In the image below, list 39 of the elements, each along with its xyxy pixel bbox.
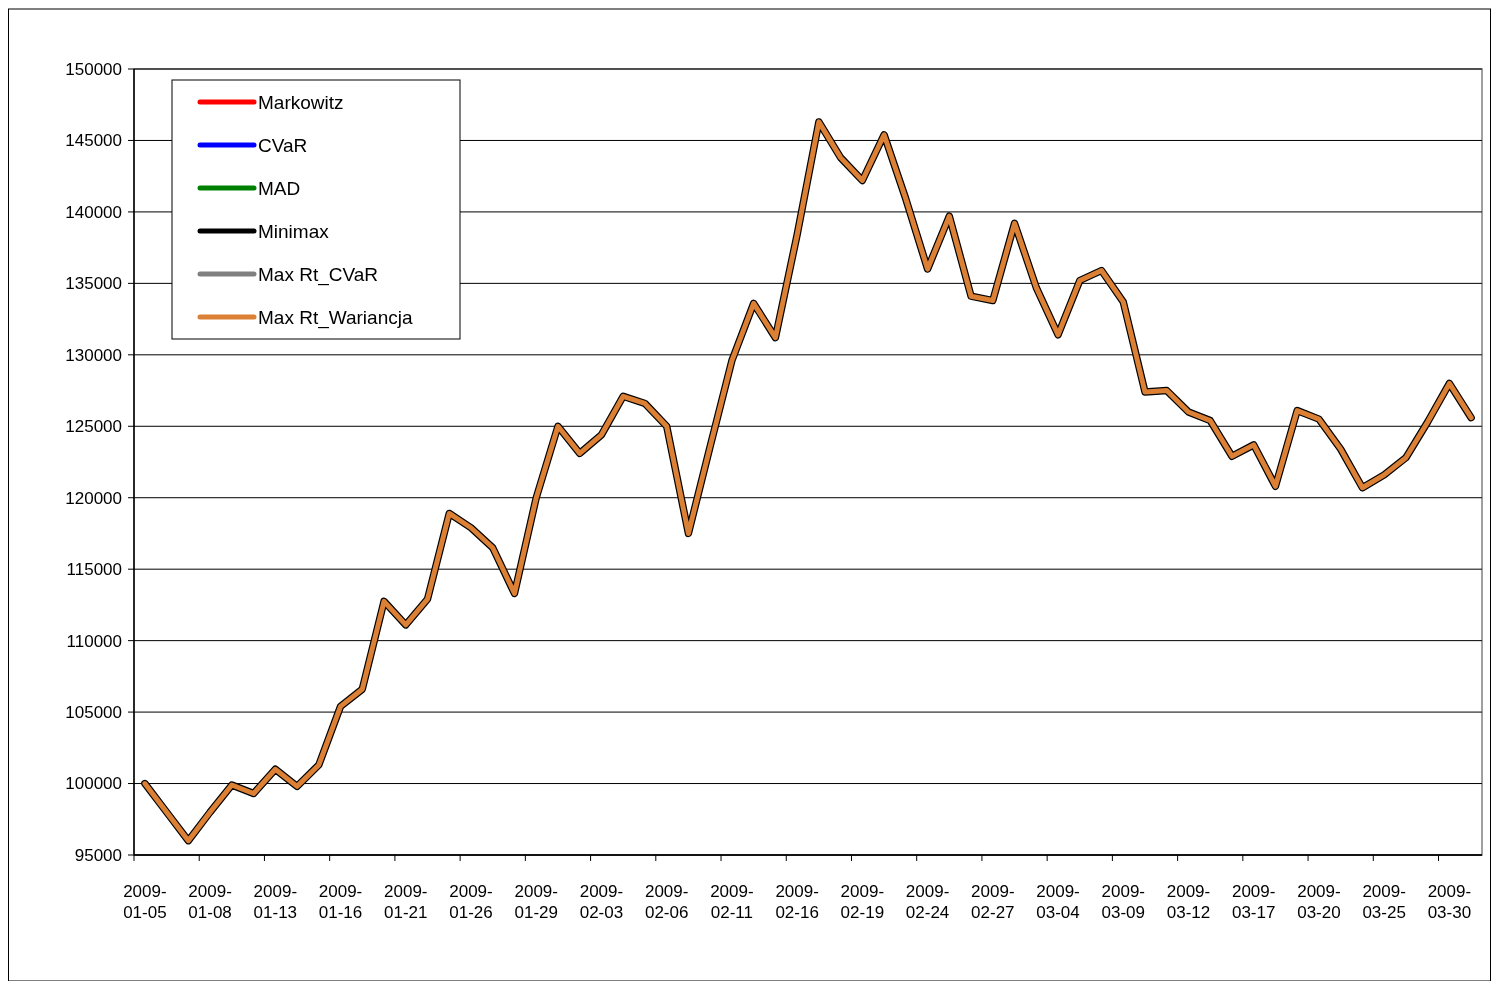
y-tick-label: 145000 bbox=[65, 131, 122, 151]
x-tick-label: 2009-01-26 bbox=[449, 882, 493, 923]
x-tick-label: 2009-01-08 bbox=[188, 882, 232, 923]
x-tick-label: 2009-03-30 bbox=[1427, 882, 1472, 923]
x-tick-label: 2009-03-09 bbox=[1101, 882, 1145, 923]
x-tick-label: 2009-03-25 bbox=[1362, 882, 1406, 923]
legend-label: Max Rt_CVaR bbox=[258, 263, 379, 286]
y-tick-label: 130000 bbox=[65, 345, 122, 365]
y-tick-label: 95000 bbox=[74, 845, 122, 865]
legend-label: Markowitz bbox=[258, 91, 344, 113]
x-tick-label: 2009-02-03 bbox=[579, 882, 624, 923]
y-tick-label: 125000 bbox=[65, 417, 122, 437]
x-tick-label: 2009-01-13 bbox=[253, 882, 298, 923]
legend-label: MAD bbox=[258, 177, 301, 199]
x-tick-label: 2009-01-16 bbox=[318, 882, 363, 923]
x-tick-label: 2009-02-16 bbox=[775, 882, 819, 923]
x-tick-label: 2009-02-06 bbox=[644, 882, 689, 923]
y-tick-label: 120000 bbox=[65, 488, 122, 508]
x-tick-label: 2009-03-04 bbox=[1036, 882, 1080, 923]
x-tick-label: 2009-02-24 bbox=[905, 882, 950, 923]
x-tick-label: 2009-03-20 bbox=[1297, 882, 1341, 923]
y-tick-label: 140000 bbox=[65, 202, 122, 222]
x-tick-label: 2009-02-11 bbox=[710, 882, 754, 923]
y-tick-label: 105000 bbox=[65, 703, 122, 723]
x-tick-label: 2009-02-19 bbox=[840, 882, 885, 923]
y-tick-label: 110000 bbox=[66, 631, 122, 651]
legend-label: Minimax bbox=[258, 220, 330, 242]
x-tick-label: 2009-03-17 bbox=[1231, 882, 1276, 923]
x-tick-label: 2009-01-21 bbox=[384, 882, 428, 923]
y-tick-label: 150000 bbox=[65, 59, 122, 79]
y-tick-label: 115000 bbox=[66, 560, 122, 580]
x-tick-label: 2009-01-05 bbox=[123, 882, 167, 923]
x-tick-label: 2009-01-29 bbox=[514, 882, 558, 923]
legend-label: CVaR bbox=[258, 134, 308, 156]
x-tick-label: 2009-03-12 bbox=[1166, 882, 1211, 923]
y-tick-label: 100000 bbox=[65, 774, 122, 794]
y-tick-label: 135000 bbox=[65, 274, 122, 294]
x-tick-label: 2009-02-27 bbox=[971, 882, 1015, 923]
legend-label: Max Rt_Wariancja bbox=[258, 306, 413, 329]
